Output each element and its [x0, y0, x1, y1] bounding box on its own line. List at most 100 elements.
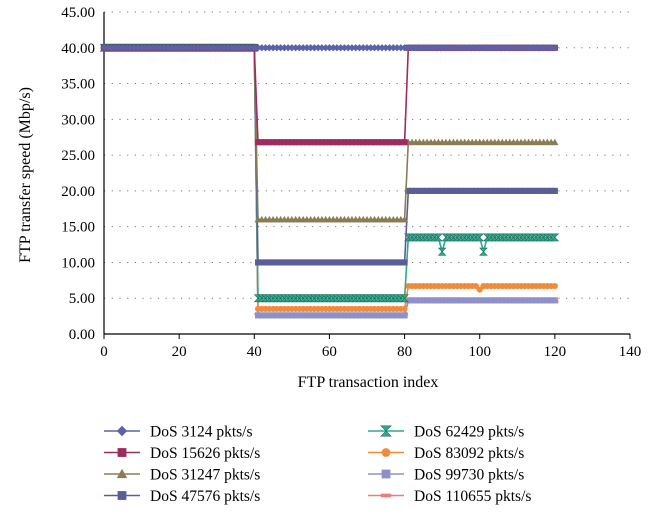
legend-item: DoS 31247 pkts/s	[104, 467, 260, 484]
data-point	[449, 44, 458, 52]
data-point	[160, 44, 168, 52]
data-point	[378, 312, 386, 319]
x-tick-label: 120	[544, 344, 567, 360]
data-point	[469, 187, 476, 194]
data-point	[307, 44, 315, 52]
data-point	[517, 44, 525, 52]
data-point	[521, 297, 528, 304]
data-point	[198, 44, 206, 52]
data-point	[292, 259, 299, 266]
data-point	[424, 187, 431, 194]
data-point	[409, 187, 416, 194]
data-point	[374, 44, 382, 52]
data-point	[266, 259, 273, 266]
data-point	[280, 44, 288, 52]
data-point	[397, 44, 405, 52]
data-point	[111, 44, 119, 52]
data-point	[341, 139, 348, 146]
data-point	[551, 44, 559, 52]
data-point	[420, 187, 427, 194]
data-point	[348, 44, 356, 52]
y-tick-label: 45.00	[61, 5, 95, 21]
data-point	[457, 297, 464, 304]
data-point	[419, 44, 427, 52]
data-point	[299, 44, 307, 52]
data-point	[194, 44, 202, 52]
data-point	[412, 297, 419, 304]
y-tick-label: 10.00	[61, 255, 95, 271]
data-point	[356, 312, 363, 319]
data-point	[340, 44, 349, 52]
data-point	[307, 139, 314, 146]
data-point	[442, 187, 449, 194]
data-point	[311, 259, 318, 266]
legend: DoS 3124 pkts/s DoS 15626 pkts/s DoS 31247…	[104, 424, 531, 505]
data-point	[303, 259, 310, 266]
data-point	[390, 312, 397, 319]
data-point	[371, 259, 378, 266]
data-point	[517, 297, 525, 304]
legend-item: DoS 3124 pkts/s	[104, 424, 253, 441]
legend-item: DoS 83092 pkts/s	[368, 445, 524, 462]
data-point	[333, 259, 341, 266]
data-point	[533, 297, 540, 304]
data-point	[386, 139, 393, 146]
data-point	[303, 44, 311, 52]
data-point	[551, 282, 558, 290]
data-point	[465, 297, 472, 304]
data-point	[439, 187, 446, 194]
data-point	[491, 187, 498, 194]
data-point	[367, 259, 374, 266]
x-tick-label: 0	[100, 344, 108, 360]
data-point	[375, 139, 382, 146]
data-point	[525, 187, 532, 194]
data-point	[548, 187, 555, 194]
data-point	[551, 297, 558, 304]
data-point	[435, 297, 442, 304]
y-tick-label: 20.00	[61, 184, 95, 200]
data-point	[285, 259, 292, 266]
data-point	[517, 187, 525, 194]
data-point	[285, 139, 292, 146]
legend-label: DoS 62429 pkts/s	[414, 424, 524, 441]
data-point	[483, 44, 491, 52]
data-point	[363, 259, 371, 266]
data-point	[300, 312, 307, 319]
data-point	[348, 139, 356, 146]
data-point	[442, 44, 450, 52]
data-point	[536, 44, 544, 52]
data-point	[300, 259, 307, 266]
series-2	[100, 44, 558, 146]
data-point	[104, 44, 112, 52]
data-point	[375, 312, 382, 319]
data-point	[265, 44, 273, 52]
data-point	[356, 139, 363, 146]
data-point	[416, 297, 423, 304]
data-point	[506, 187, 513, 194]
data-point	[536, 297, 543, 304]
data-point	[472, 187, 480, 194]
data-point	[510, 187, 517, 194]
data-point	[551, 187, 558, 194]
data-point	[254, 44, 262, 52]
data-point	[292, 44, 300, 52]
series-7	[100, 44, 558, 319]
data-point	[525, 297, 532, 304]
data-point	[341, 259, 348, 266]
data-point	[476, 297, 483, 304]
legend-label: DoS 31247 pkts/s	[150, 467, 260, 484]
data-point	[345, 312, 352, 319]
data-point	[345, 139, 352, 146]
data-point	[337, 312, 344, 319]
data-point	[420, 297, 427, 304]
data-point	[175, 44, 183, 52]
data-point	[513, 44, 521, 52]
data-point	[400, 215, 409, 223]
data-point	[164, 44, 172, 52]
data-point	[381, 448, 391, 457]
data-point	[311, 139, 318, 146]
data-point	[134, 44, 142, 52]
data-point	[484, 297, 491, 304]
series-line	[104, 47, 555, 143]
data-point	[521, 44, 529, 52]
